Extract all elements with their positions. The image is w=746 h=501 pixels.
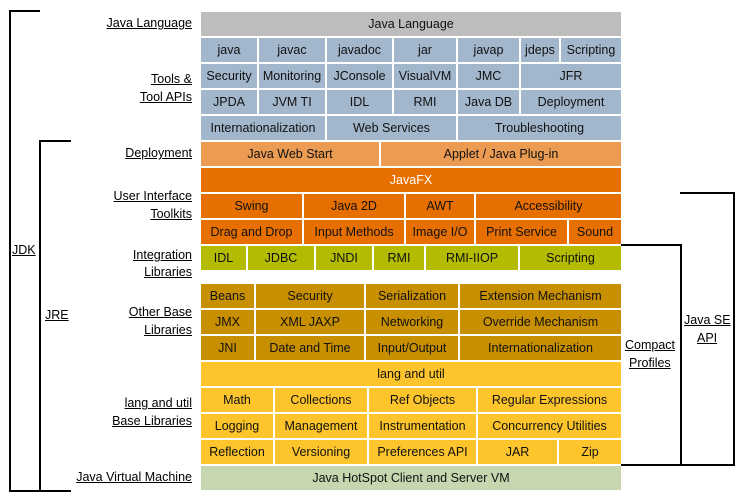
jdk-bracket — [9, 10, 11, 492]
label-tools-line1[interactable]: Tools & — [151, 72, 192, 86]
component-java-hotspot-client-and-server-vm[interactable]: Java HotSpot Client and Server VM — [201, 466, 621, 490]
label-ui-line2[interactable]: Toolkits — [150, 207, 192, 221]
component-javadoc[interactable]: javadoc — [327, 38, 392, 62]
label-integration-line1[interactable]: Integration — [132, 248, 192, 262]
label-jvm[interactable]: Java Virtual Machine — [76, 470, 192, 484]
component-beans[interactable]: Beans — [201, 284, 254, 308]
component-idl[interactable]: IDL — [201, 246, 246, 270]
component-swing[interactable]: Swing — [201, 194, 302, 218]
label-compact-line2[interactable]: Profiles — [629, 356, 671, 370]
component-jar[interactable]: JAR — [478, 440, 557, 464]
component-instrumentation[interactable]: Instrumentation — [369, 414, 476, 438]
component-jdbc[interactable]: JDBC — [248, 246, 314, 270]
label-langutil-line1[interactable]: lang and util — [124, 396, 192, 410]
component-print-service[interactable]: Print Service — [476, 220, 567, 244]
component-javap[interactable]: javap — [458, 38, 519, 62]
label-integration-line2[interactable]: Libraries — [144, 265, 192, 279]
component-jconsole[interactable]: JConsole — [327, 64, 392, 88]
component-jpda[interactable]: JPDA — [201, 90, 257, 114]
component-preferences-api[interactable]: Preferences API — [369, 440, 476, 464]
component-internationalization[interactable]: Internationalization — [201, 116, 325, 140]
component-troubleshooting[interactable]: Troubleshooting — [458, 116, 621, 140]
component-javac[interactable]: javac — [259, 38, 325, 62]
component-accessibility[interactable]: Accessibility — [476, 194, 621, 218]
component-networking[interactable]: Networking — [366, 310, 458, 334]
label-javase-line2[interactable]: API — [697, 331, 718, 345]
component-java[interactable]: java — [201, 38, 257, 62]
label-deployment[interactable]: Deployment — [125, 146, 192, 160]
component-jni[interactable]: JNI — [201, 336, 254, 360]
component-zip[interactable]: Zip — [559, 440, 621, 464]
component-regular-expressions[interactable]: Regular Expressions — [478, 388, 621, 412]
compact-bracket — [680, 244, 682, 466]
component-rmi-iiop[interactable]: RMI-IIOP — [426, 246, 518, 270]
component-extension-mechanism[interactable]: Extension Mechanism — [460, 284, 621, 308]
label-java-language[interactable]: Java Language — [106, 16, 193, 30]
label-langutil-line2[interactable]: Base Libraries — [112, 414, 192, 428]
jdk-bracket-top — [9, 10, 40, 12]
component-applet-java-plug-in[interactable]: Applet / Java Plug-in — [381, 142, 621, 166]
component-jmc[interactable]: JMC — [458, 64, 519, 88]
component-web-services[interactable]: Web Services — [327, 116, 456, 140]
component-input-output[interactable]: Input/Output — [366, 336, 458, 360]
component-rmi[interactable]: RMI — [394, 90, 456, 114]
component-java-db[interactable]: Java DB — [458, 90, 519, 114]
label-compact-line1[interactable]: Compact — [625, 338, 676, 352]
jre-bracket-top — [39, 140, 71, 142]
component-security[interactable]: Security — [201, 64, 257, 88]
label-jre[interactable]: JRE — [45, 308, 69, 322]
component-logging[interactable]: Logging — [201, 414, 273, 438]
jre-bracket — [39, 140, 41, 492]
component-collections[interactable]: Collections — [275, 388, 367, 412]
component-jfr[interactable]: JFR — [521, 64, 621, 88]
label-tools-line2[interactable]: Tool APIs — [139, 90, 192, 104]
component-idl[interactable]: IDL — [327, 90, 392, 114]
javase-bracket-top — [680, 192, 735, 194]
component-serialization[interactable]: Serialization — [366, 284, 458, 308]
component-deployment[interactable]: Deployment — [521, 90, 621, 114]
component-jdeps[interactable]: jdeps — [521, 38, 559, 62]
profiles-bracket-bottom — [621, 464, 735, 466]
component-drag-and-drop[interactable]: Drag and Drop — [201, 220, 302, 244]
component-input-methods[interactable]: Input Methods — [304, 220, 404, 244]
component-jar[interactable]: jar — [394, 38, 456, 62]
component-date-and-time[interactable]: Date and Time — [256, 336, 364, 360]
component-image-i-o[interactable]: Image I/O — [406, 220, 474, 244]
component-java-web-start[interactable]: Java Web Start — [201, 142, 379, 166]
component-scripting[interactable]: Scripting — [520, 246, 621, 270]
label-ui-line1[interactable]: User Interface — [113, 189, 192, 203]
component-sound[interactable]: Sound — [569, 220, 621, 244]
component-security[interactable]: Security — [256, 284, 364, 308]
component-java-language[interactable]: Java Language — [201, 12, 621, 36]
component-monitoring[interactable]: Monitoring — [259, 64, 325, 88]
component-scripting[interactable]: Scripting — [561, 38, 621, 62]
component-javafx[interactable]: JavaFX — [201, 168, 621, 192]
component-math[interactable]: Math — [201, 388, 273, 412]
label-other-line2[interactable]: Libraries — [144, 323, 192, 337]
component-reflection[interactable]: Reflection — [201, 440, 273, 464]
jre-bracket-bottom — [39, 490, 71, 492]
jdk-bracket-bottom — [9, 490, 40, 492]
component-xml-jaxp[interactable]: XML JAXP — [256, 310, 364, 334]
component-visualvm[interactable]: VisualVM — [394, 64, 456, 88]
compact-bracket-top — [621, 244, 682, 246]
label-other-line1[interactable]: Other Base — [128, 305, 192, 319]
component-jmx[interactable]: JMX — [201, 310, 254, 334]
component-jvm-ti[interactable]: JVM TI — [259, 90, 325, 114]
component-jndi[interactable]: JNDI — [316, 246, 372, 270]
component-java-2d[interactable]: Java 2D — [304, 194, 404, 218]
component-lang-and-util[interactable]: lang and util — [201, 362, 621, 386]
component-versioning[interactable]: Versioning — [275, 440, 367, 464]
javase-bracket — [733, 192, 735, 466]
component-internationalization[interactable]: Internationalization — [460, 336, 621, 360]
component-awt[interactable]: AWT — [406, 194, 474, 218]
label-javase-line1[interactable]: Java SE — [684, 313, 731, 327]
component-management[interactable]: Management — [275, 414, 367, 438]
component-rmi[interactable]: RMI — [374, 246, 424, 270]
component-override-mechanism[interactable]: Override Mechanism — [460, 310, 621, 334]
component-concurrency-utilities[interactable]: Concurrency Utilities — [478, 414, 621, 438]
label-jdk[interactable]: JDK — [12, 243, 36, 257]
component-ref-objects[interactable]: Ref Objects — [369, 388, 476, 412]
